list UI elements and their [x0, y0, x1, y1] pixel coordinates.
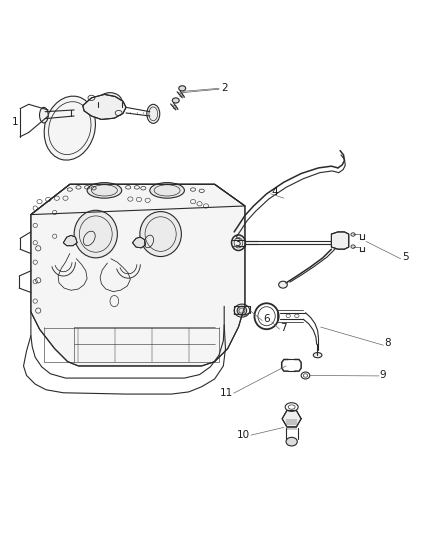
Ellipse shape — [179, 86, 186, 91]
Ellipse shape — [351, 245, 355, 248]
Text: 10: 10 — [237, 430, 250, 440]
Ellipse shape — [232, 235, 245, 251]
Polygon shape — [83, 94, 126, 119]
Polygon shape — [133, 237, 145, 248]
Polygon shape — [31, 184, 245, 215]
Text: 1: 1 — [11, 117, 18, 127]
Ellipse shape — [87, 183, 122, 198]
Ellipse shape — [237, 306, 247, 315]
Ellipse shape — [147, 104, 160, 123]
Polygon shape — [31, 184, 245, 366]
Text: 3: 3 — [234, 238, 241, 248]
Text: 8: 8 — [384, 338, 391, 349]
Ellipse shape — [39, 107, 48, 123]
Ellipse shape — [351, 233, 355, 236]
Ellipse shape — [150, 183, 184, 198]
Ellipse shape — [74, 211, 117, 258]
Text: 6: 6 — [263, 314, 270, 324]
Text: 11: 11 — [219, 388, 233, 398]
Text: 9: 9 — [380, 369, 386, 379]
Ellipse shape — [286, 437, 297, 446]
Ellipse shape — [140, 212, 181, 256]
Polygon shape — [282, 410, 301, 427]
Ellipse shape — [279, 281, 287, 288]
Ellipse shape — [313, 352, 322, 358]
Ellipse shape — [172, 98, 179, 103]
Text: 5: 5 — [403, 252, 409, 262]
Text: 7: 7 — [280, 323, 287, 333]
Polygon shape — [64, 236, 77, 246]
Ellipse shape — [44, 96, 95, 160]
Ellipse shape — [98, 93, 122, 112]
Polygon shape — [332, 232, 349, 249]
Text: 4: 4 — [272, 187, 279, 197]
Text: 2: 2 — [221, 83, 228, 93]
